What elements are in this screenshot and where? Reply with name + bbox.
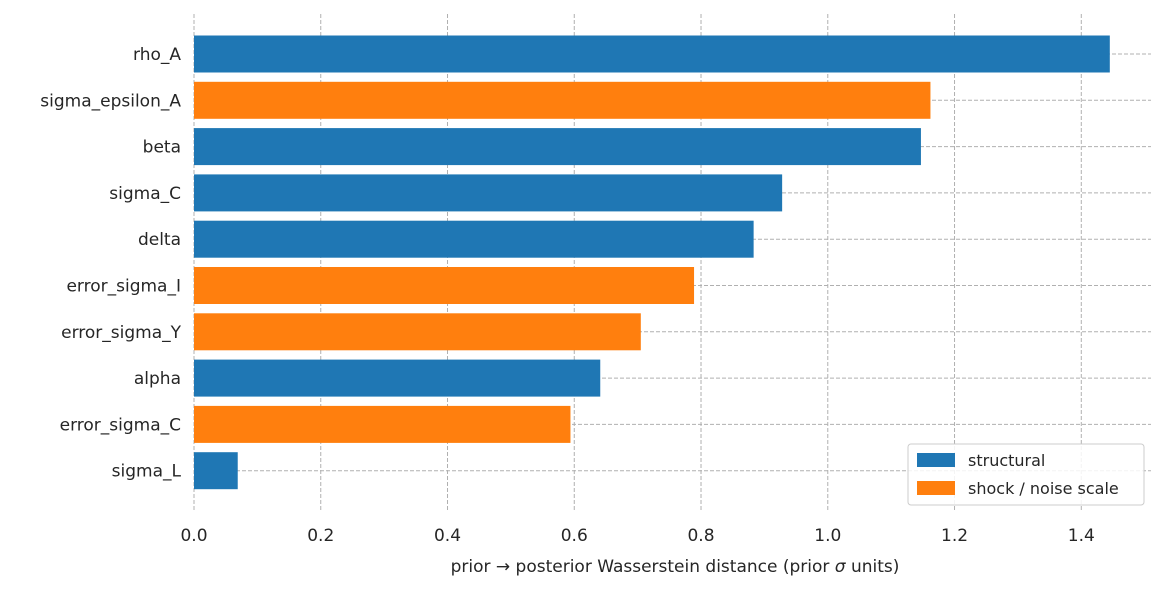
x-tick-label: 1.4 bbox=[1068, 526, 1095, 546]
x-tick-labels: 0.0 0.2 0.4 0.6 0.8 1.0 1.2 1.4 bbox=[180, 526, 1094, 546]
legend: structural shock / noise scale bbox=[907, 443, 1145, 506]
bar-alpha bbox=[194, 359, 601, 397]
legend-swatch-structural bbox=[917, 453, 955, 467]
x-tick-label: 0.8 bbox=[687, 526, 714, 546]
x-tick-label: 0.4 bbox=[434, 526, 461, 546]
bar-sigma-L bbox=[194, 452, 238, 490]
x-axis-label-prefix: prior → posterior Wasserstein distance (… bbox=[451, 557, 835, 577]
y-tick-label: error_sigma_C bbox=[60, 415, 181, 435]
y-tick-label: sigma_C bbox=[109, 184, 181, 204]
bar-error-sigma-I bbox=[194, 267, 695, 304]
bar-error-sigma-Y bbox=[194, 313, 641, 351]
legend-swatch-shock-noise-scale bbox=[917, 481, 955, 495]
bar-beta bbox=[194, 128, 921, 166]
y-tick-label: error_sigma_Y bbox=[61, 323, 182, 343]
x-tick-label: 1.2 bbox=[941, 526, 968, 546]
y-tick-label: sigma_L bbox=[112, 462, 182, 482]
y-tick-label: rho_A bbox=[133, 45, 181, 65]
legend-label-shock-noise-scale: shock / noise scale bbox=[968, 479, 1119, 498]
x-axis-label-suffix: units) bbox=[846, 557, 900, 577]
y-tick-label: beta bbox=[143, 138, 181, 158]
bar-error-sigma-C bbox=[194, 405, 571, 443]
bars bbox=[194, 35, 1110, 490]
x-tick-label: 1.0 bbox=[814, 526, 841, 546]
legend-box bbox=[907, 443, 1145, 506]
bar-rho-A bbox=[194, 35, 1110, 73]
x-tick-label: 0.6 bbox=[561, 526, 588, 546]
y-tick-label: delta bbox=[138, 230, 181, 250]
y-tick-label: alpha bbox=[134, 369, 181, 389]
bar-sigma-C bbox=[194, 174, 783, 212]
y-tick-label: error_sigma_I bbox=[66, 277, 181, 297]
x-tick-label: 0.0 bbox=[180, 526, 207, 546]
x-axis-label-symbol: σ bbox=[835, 557, 847, 577]
bar-sigma-epsilon-A bbox=[194, 81, 931, 119]
bar-delta bbox=[194, 220, 754, 258]
y-tick-label: sigma_epsilon_A bbox=[40, 91, 181, 111]
x-tick-label: 0.2 bbox=[307, 526, 334, 546]
x-axis-label: prior → posterior Wasserstein distance (… bbox=[451, 557, 900, 577]
legend-label-structural: structural bbox=[968, 451, 1045, 470]
